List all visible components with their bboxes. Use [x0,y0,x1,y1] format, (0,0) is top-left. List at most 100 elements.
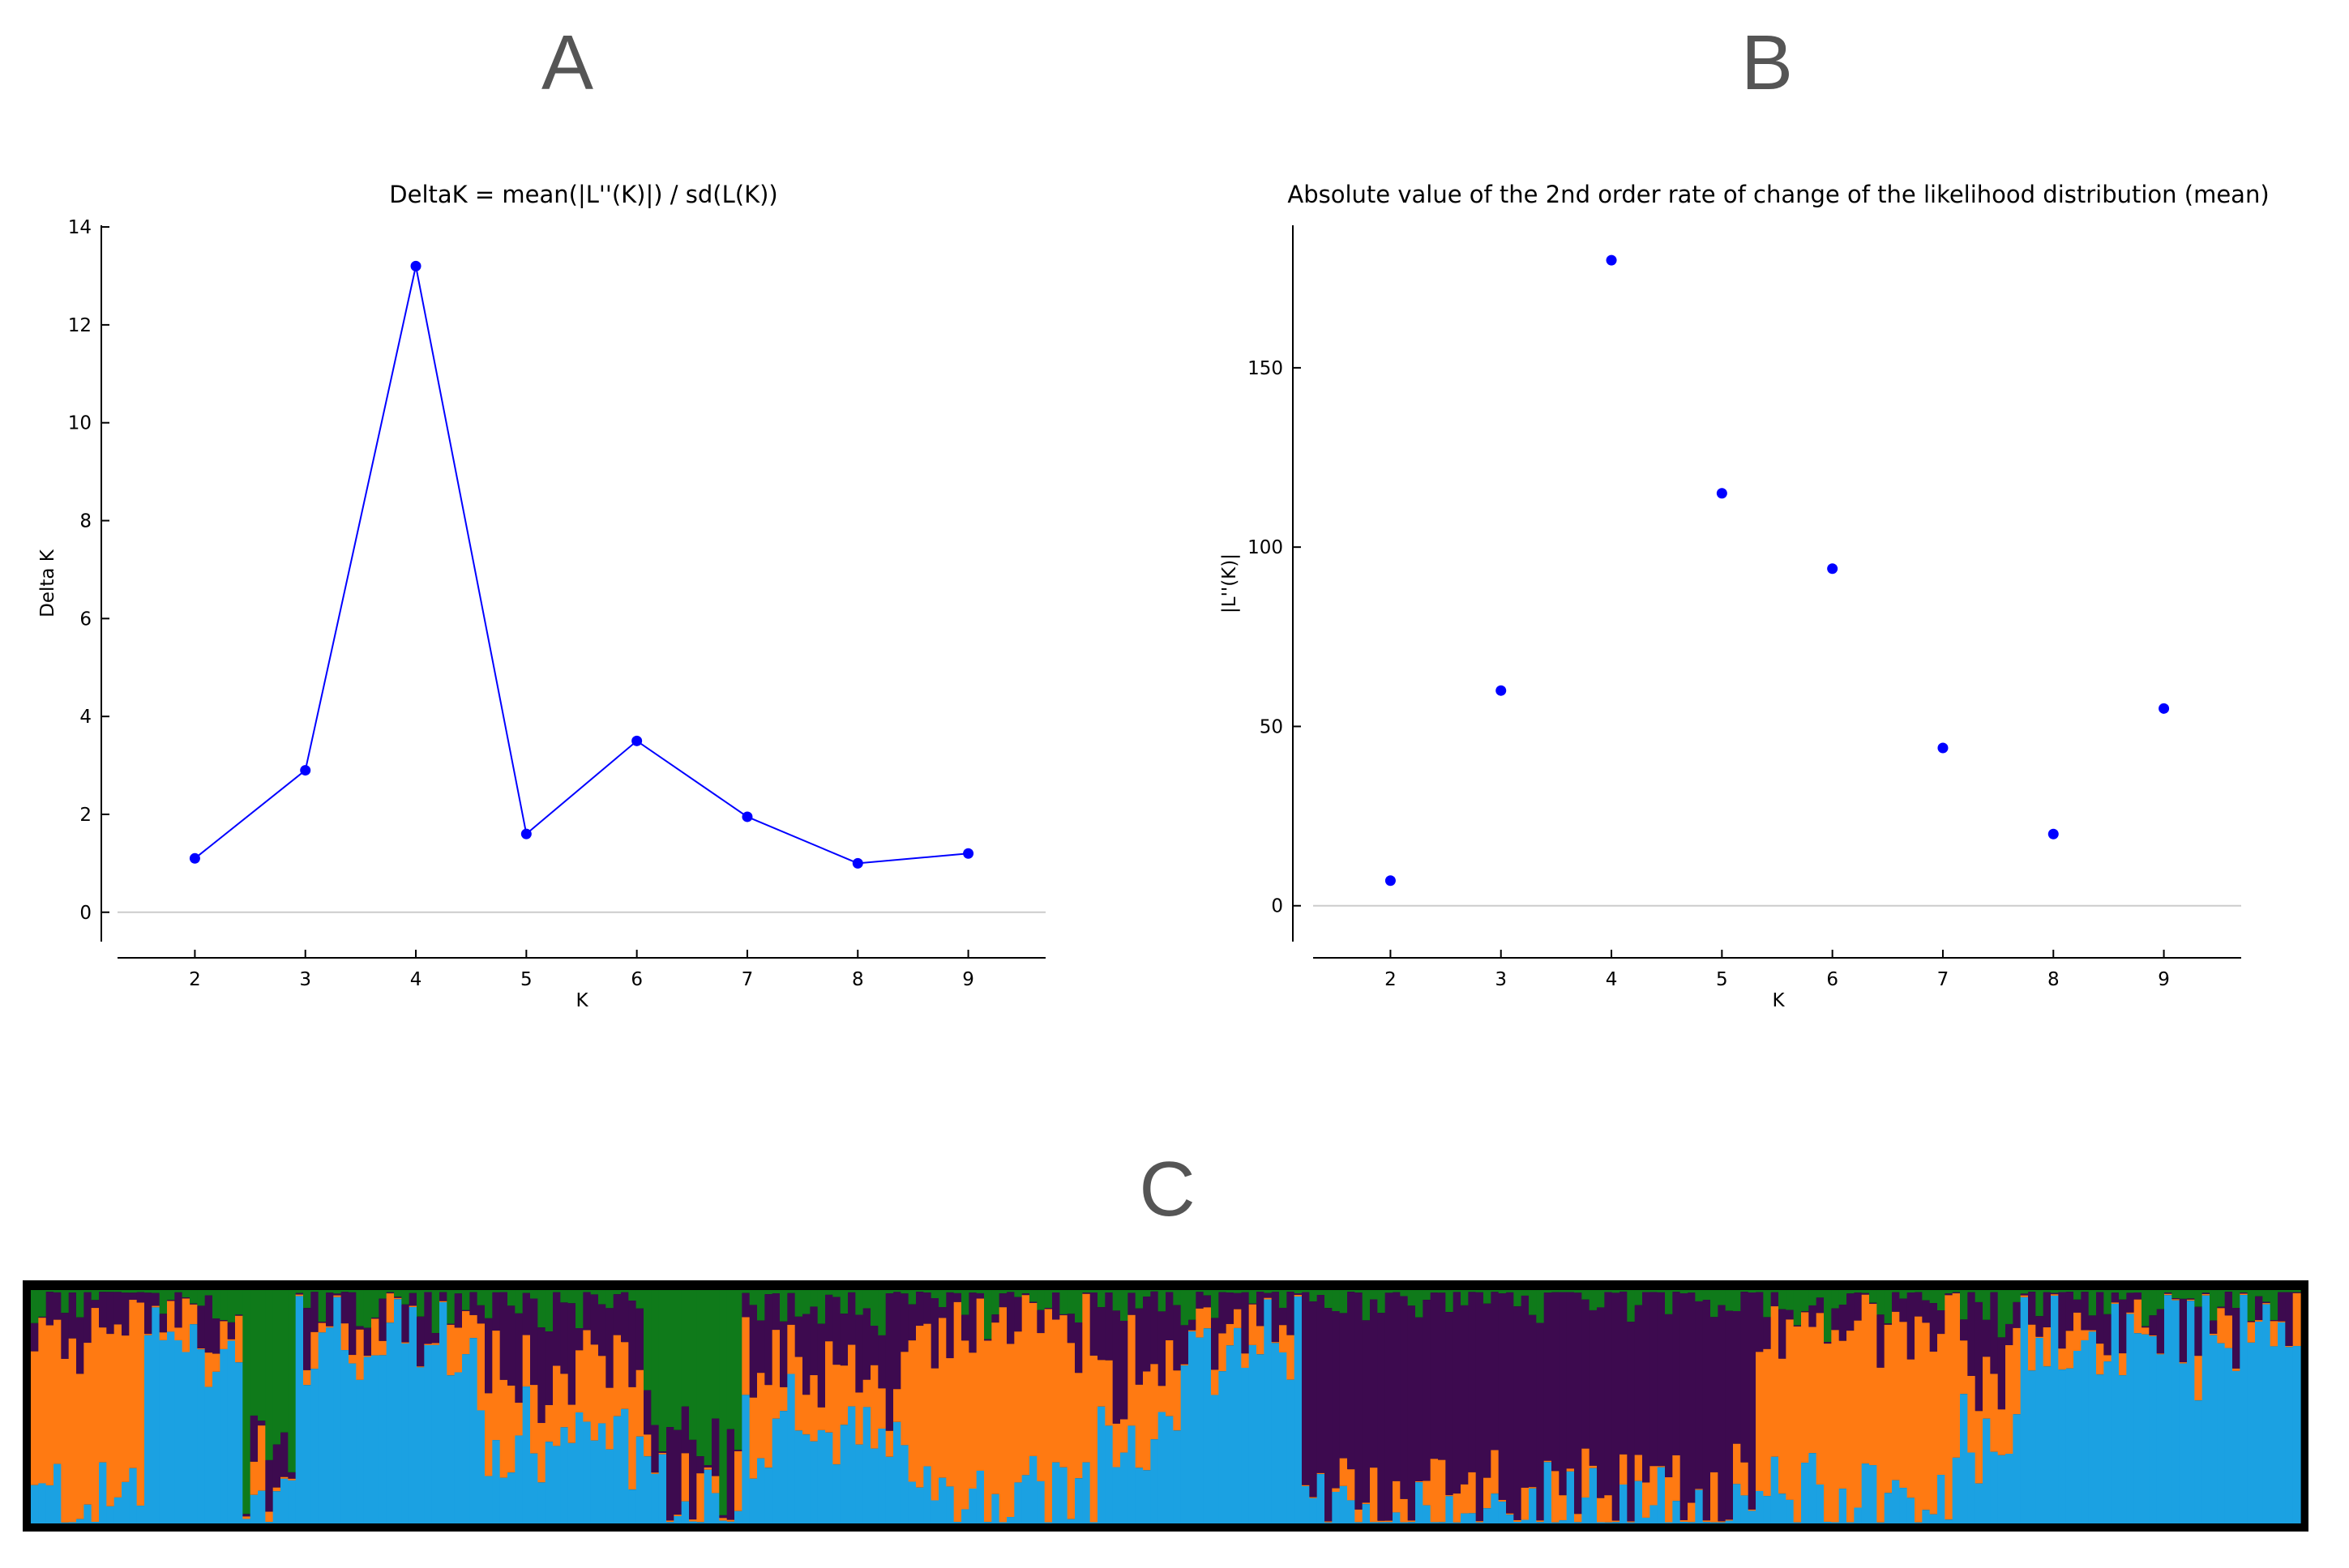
structure-bar-segment [288,1290,297,1472]
structure-bar-segment [1824,1342,1832,1344]
structure-bar-segment [2081,1290,2090,1292]
structure-bar-segment [984,1290,992,1339]
structure-bar-segment [288,1478,297,1480]
structure-bar-segment [1702,1522,1711,1523]
structure-bar-segment [976,1298,985,1471]
structure-bar-segment [1740,1462,1749,1496]
structure-bar-segment [2088,1330,2097,1332]
chart-a-marks [189,260,974,869]
structure-bar-segment [2058,1369,2067,1523]
structure-bar-segment [1347,1500,1355,1523]
structure-bar-segment [1127,1290,1136,1293]
structure-bar-segment [507,1305,516,1386]
structure-bar-segment [1876,1314,1885,1368]
structure-bar-segment [1400,1296,1409,1499]
structure-bar-segment [1271,1343,1280,1523]
structure-bar-segment [242,1290,251,1515]
structure-bar-segment [1112,1423,1121,1468]
structure-bar-segment [1423,1480,1431,1506]
structure-bar-segment [1589,1465,1598,1468]
structure-bar-segment [583,1421,592,1523]
structure-bar-segment [2278,1322,2286,1523]
structure-bar-segment [379,1355,387,1523]
structure-bar-segment [1082,1292,1091,1294]
structure-bar-segment [1248,1290,1257,1304]
structure-bar-segment [2210,1335,2218,1523]
structure-bar-segment [567,1290,576,1304]
structure-bar-segment [635,1308,644,1370]
structure-bar-segment [1226,1323,1234,1346]
structure-bar-segment [53,1319,62,1464]
structure-bar-segment [144,1335,152,1523]
structure-bar-segment [666,1427,674,1521]
chartA-x-tick-label: 3 [299,969,311,990]
structure-bar-segment [99,1327,107,1463]
structure-bar-segment [1037,1333,1046,1481]
structure-bar-segment [1309,1290,1318,1302]
structure-bar-segment [704,1469,712,1523]
structure-bar-segment [878,1429,887,1523]
structure-bar-segment [1445,1495,1454,1497]
structure-bar-segment [1733,1484,1741,1523]
structure-bar-segment [1302,1486,1310,1523]
structure-bar-segment [1188,1290,1196,1320]
structure-bar-segment [1513,1306,1522,1520]
structure-bar-segment [1861,1463,1870,1523]
structure-bar-segment [1642,1290,1650,1292]
structure-bar-segment [1029,1301,1038,1303]
structure-bar-segment [1748,1292,1756,1510]
structure-bar-segment [1876,1367,1885,1523]
structure-bar-segment [401,1290,410,1305]
structure-bar-segment [658,1454,667,1523]
structure-bar-segment [1468,1513,1477,1523]
structure-bar-segment [628,1290,637,1301]
chart-a-y-label: Delta K [37,549,58,617]
structure-bar-segment [1021,1293,1030,1296]
structure-bar-segment [2119,1375,2127,1523]
structure-bar-segment [598,1290,606,1305]
structure-bar-segment [1559,1495,1568,1521]
structure-bar-segment [2194,1356,2203,1401]
structure-bar-segment [1377,1522,1386,1523]
structure-bar-segment [99,1292,107,1328]
structure-bar-segment [204,1290,213,1296]
structure-bar-segment [1756,1290,1764,1292]
structure-bar-segment [560,1427,569,1523]
chartB-point-k4 [1606,254,1617,266]
structure-bar-segment [931,1500,939,1523]
structure-bar-segment [1786,1319,1795,1500]
structure-bar-segment [1634,1480,1643,1523]
structure-bar-segment [893,1389,901,1422]
structure-bar-segment [1150,1364,1159,1440]
structure-bar-segment [1453,1292,1461,1494]
structure-bar-segment [1611,1522,1620,1523]
chartA-x-tick-label: 7 [742,969,754,990]
structure-bar-segment [1574,1290,1582,1293]
structure-bar-segment [340,1323,349,1351]
chartA-point-k4 [410,260,421,271]
structure-bar-segment [1756,1352,1764,1491]
structure-bar-segment [1173,1290,1182,1305]
structure-bar-segment [1536,1322,1545,1521]
structure-bar-segment [726,1519,735,1522]
structure-bar-segment [2292,1346,2301,1523]
structure-bar-segment [635,1436,644,1523]
structure-bar-segment [1710,1290,1718,1318]
structure-bar-segment [1135,1384,1144,1468]
structure-bar-segment [2035,1316,2044,1337]
chartB-x-tick-label: 4 [1606,969,1618,990]
structure-bar-segment [2149,1335,2158,1337]
structure-bar-segment [68,1292,77,1339]
structure-bar-segment [840,1425,849,1523]
structure-bar-segment [2103,1290,2112,1314]
structure-bar-segment [553,1292,561,1366]
structure-bar-segment [666,1522,674,1523]
structure-bar-segment [621,1290,629,1292]
structure-bar-segment [939,1307,947,1318]
structure-bar-segment [742,1317,751,1395]
structure-bar-segment [1688,1292,1696,1503]
structure-bar-segment [439,1302,447,1523]
structure-bar-segment [53,1290,62,1292]
structure-bar-segment [1211,1318,1219,1370]
